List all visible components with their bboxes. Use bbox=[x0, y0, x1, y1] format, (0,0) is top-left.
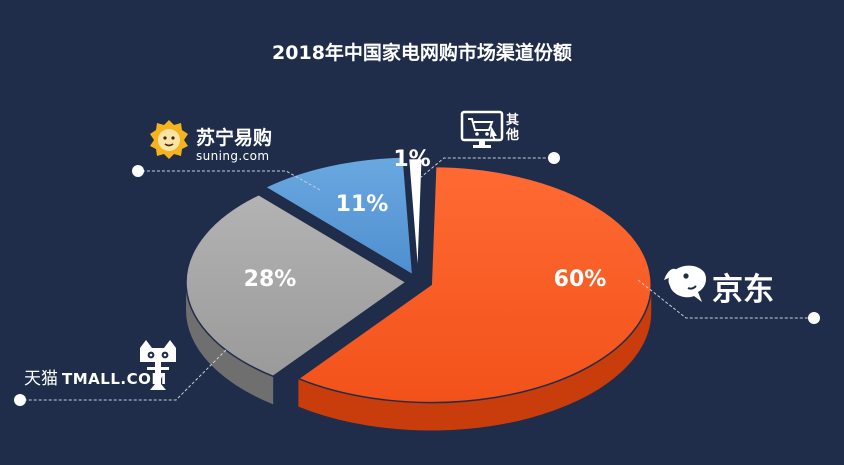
leader-dot-jd bbox=[808, 312, 820, 324]
jd-label: 京东 bbox=[712, 272, 774, 308]
pie-slices bbox=[185, 156, 652, 431]
leader-line-suning bbox=[140, 170, 321, 191]
tmall-brand: 天猫 TMALL.COM bbox=[24, 340, 176, 390]
pie-slice-jd bbox=[296, 165, 652, 404]
leader-dot-other bbox=[548, 152, 560, 164]
pie-side-jd bbox=[298, 284, 652, 431]
pie-slice-tmall bbox=[185, 193, 408, 378]
leader-line-other bbox=[419, 157, 552, 179]
leader-line-tmall bbox=[22, 349, 227, 401]
tmall-cat-logo-icon bbox=[140, 340, 176, 390]
chart-title: 2018年中国家电网购市场渠道份额 bbox=[272, 42, 572, 64]
pie-slice-suning bbox=[263, 156, 414, 277]
leader-line-jd bbox=[637, 279, 812, 319]
other-label-1: 其 bbox=[506, 112, 519, 128]
suning-brand: 苏宁易购 suning.com bbox=[150, 120, 272, 163]
leader-lines bbox=[14, 152, 820, 406]
suning-label-en: suning.com bbox=[196, 149, 269, 163]
pie-value-label-other: 1% bbox=[393, 147, 430, 172]
suning-label-cn: 苏宁易购 bbox=[196, 126, 272, 149]
jd-dog-logo-icon bbox=[664, 265, 706, 302]
tmall-label-en: TMALL.COM bbox=[62, 370, 167, 388]
other-brand: 其 他 bbox=[460, 110, 519, 148]
pie-value-label-tmall: 28% bbox=[244, 267, 297, 292]
leader-dot-tmall bbox=[14, 394, 26, 406]
pie-value-label-jd: 60% bbox=[554, 267, 607, 292]
leader-dot-suning bbox=[132, 165, 144, 177]
pie-side-tmall bbox=[186, 282, 274, 405]
tmall-label-cn: 天猫 bbox=[24, 369, 58, 389]
jd-brand: 京东 bbox=[664, 265, 774, 308]
pie-value-labels: 60% 28% 11%1% bbox=[244, 147, 607, 292]
pie-value-label-suning: 11% bbox=[336, 192, 389, 217]
other-label-2: 他 bbox=[505, 127, 519, 143]
shopping-cart-monitor-icon bbox=[460, 110, 504, 148]
suning-lion-logo-icon bbox=[150, 120, 188, 159]
pie-slice-other bbox=[407, 157, 424, 277]
